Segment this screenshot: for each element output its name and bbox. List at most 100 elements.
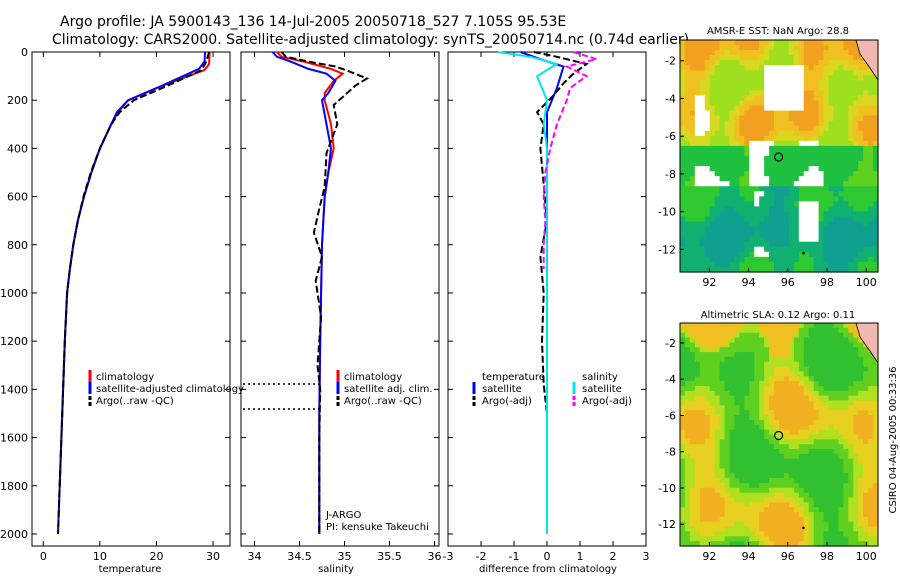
map-cell (838, 211, 844, 218)
map-cell (858, 415, 864, 421)
map-cell (818, 110, 825, 117)
map-cell (704, 371, 711, 377)
map-cell (744, 468, 750, 474)
map-cell (684, 110, 691, 117)
map-cell (754, 531, 760, 537)
map-cell (694, 342, 701, 348)
map-cell (680, 65, 686, 71)
map-cell (704, 40, 711, 46)
map-cell (719, 201, 726, 208)
series-sal-satellite (497, 51, 560, 534)
map-cell (873, 100, 879, 107)
map-cell (793, 434, 800, 440)
map-x-tick-label: 98 (820, 550, 834, 563)
map-cell (739, 497, 745, 503)
map-cell (818, 196, 825, 202)
map-cell (704, 75, 711, 81)
map-cell (873, 516, 879, 523)
map-cell (798, 60, 805, 66)
map-cell (769, 75, 775, 81)
map-cell (754, 434, 760, 440)
map-cell (843, 256, 849, 263)
map-cell (803, 492, 810, 499)
map-cell (689, 386, 696, 392)
map-cell (853, 415, 859, 421)
map-cell (793, 246, 800, 253)
map-cell (749, 110, 755, 117)
map-cell (734, 156, 740, 162)
map-cell (704, 100, 711, 107)
map-cell (714, 191, 721, 197)
map-cell (848, 342, 854, 348)
map-cell (853, 468, 859, 474)
map-cell (734, 226, 740, 233)
map-cell (779, 50, 785, 56)
map-cell (764, 366, 770, 373)
map-cell (838, 453, 844, 460)
map-cell (704, 60, 711, 66)
map-cell (798, 256, 805, 263)
map-cell (813, 206, 820, 213)
map-cell (704, 381, 711, 387)
map-cell (828, 526, 835, 533)
map-cell (764, 381, 770, 387)
map-cell (868, 90, 874, 97)
map-cell (769, 50, 775, 56)
map-cell (783, 386, 790, 392)
map-cell (704, 176, 711, 182)
map-cell (793, 85, 800, 92)
map-cell (823, 216, 830, 223)
map-cell (759, 206, 765, 213)
map-cell (798, 196, 805, 202)
map-cell (724, 196, 731, 202)
map-cell (863, 75, 869, 81)
map-cell (798, 55, 805, 61)
map-y-tick-label: -8 (665, 168, 676, 181)
map-cell (699, 463, 706, 470)
map-cell (729, 85, 736, 92)
series-temp-argo (533, 51, 589, 414)
map-cell (823, 100, 830, 107)
map-cell (779, 166, 785, 172)
map-cell (788, 531, 795, 537)
map-cell (813, 256, 820, 263)
map-cell (680, 371, 686, 377)
map-cell (873, 181, 879, 187)
map-cell (823, 186, 830, 192)
map-cell (788, 221, 795, 228)
map-cell (680, 40, 686, 46)
map-cell (843, 226, 849, 233)
map-cell (823, 536, 830, 542)
map-cell (803, 95, 810, 102)
map-cell (744, 449, 750, 455)
map-cell (788, 135, 795, 142)
map-cell (759, 512, 765, 518)
map-cell (813, 337, 820, 343)
map-cell (714, 526, 721, 533)
map-cell (828, 381, 835, 387)
map-cell (823, 376, 830, 382)
map-cell (793, 497, 800, 503)
map-cell (749, 419, 755, 426)
map-cell (724, 468, 731, 474)
map-cell (803, 171, 810, 177)
map-cell (744, 80, 750, 86)
map-cell (823, 473, 830, 479)
x-tick-label: 0 (40, 550, 47, 563)
map-cell (739, 366, 745, 373)
map-cell (858, 497, 864, 503)
map-cell (709, 236, 716, 243)
map-cell (769, 241, 775, 248)
map-cell (783, 70, 790, 76)
map-cell (694, 80, 701, 86)
map-cell (769, 449, 775, 455)
argo-position-marker (774, 152, 784, 162)
map-cell (808, 497, 815, 503)
map-cell (694, 439, 701, 445)
map-cell (744, 478, 750, 484)
map-cell (734, 241, 740, 248)
map-cell (818, 381, 825, 387)
map-cell (724, 390, 731, 397)
map-cell (779, 110, 785, 117)
map-cell (868, 415, 874, 421)
